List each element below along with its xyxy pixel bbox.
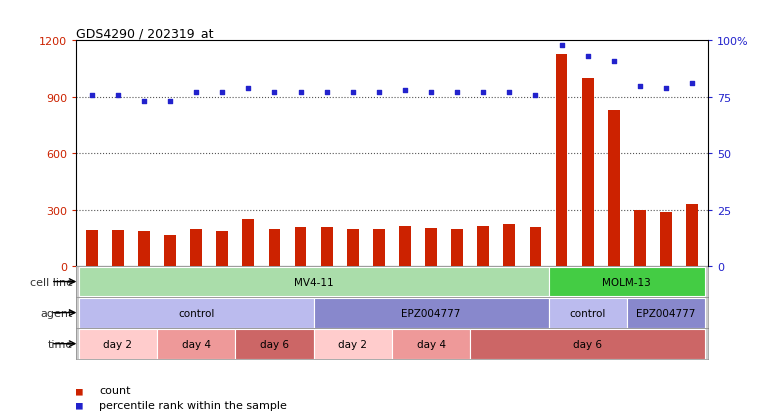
Bar	[164, 235, 176, 266]
Bar	[530, 227, 541, 266]
Bar	[634, 210, 646, 266]
Point	[164, 99, 176, 105]
Bar	[392, 329, 470, 358]
Bar	[243, 219, 254, 266]
Point	[112, 92, 124, 99]
Bar	[78, 329, 157, 358]
Point	[399, 88, 411, 94]
Bar	[190, 230, 202, 266]
Point	[190, 90, 202, 96]
Text: day 6: day 6	[260, 339, 289, 349]
Bar	[549, 298, 627, 328]
Bar	[477, 226, 489, 266]
Point	[347, 90, 359, 96]
Point	[556, 43, 568, 49]
Point	[608, 58, 620, 65]
Bar	[112, 231, 124, 266]
Text: MOLM-13: MOLM-13	[603, 277, 651, 287]
Bar	[399, 226, 411, 266]
Point	[373, 90, 385, 96]
Text: percentile rank within the sample: percentile rank within the sample	[99, 400, 287, 410]
Bar	[314, 298, 549, 328]
Text: control: control	[569, 308, 606, 318]
Text: MV4-11: MV4-11	[294, 277, 333, 287]
Bar	[549, 267, 705, 297]
Text: control: control	[178, 308, 215, 318]
Point	[320, 90, 333, 96]
Bar	[78, 298, 314, 328]
Point	[477, 90, 489, 96]
Text: agent: agent	[40, 308, 73, 318]
Bar	[235, 329, 314, 358]
Bar	[608, 111, 619, 266]
Text: EPZ004777: EPZ004777	[401, 308, 460, 318]
Bar	[216, 232, 228, 266]
Point	[686, 81, 698, 88]
Point	[242, 85, 254, 92]
Bar	[504, 224, 515, 266]
Text: GDS4290 / 202319_at: GDS4290 / 202319_at	[76, 27, 214, 40]
Point	[503, 90, 515, 96]
Point	[269, 90, 281, 96]
Bar	[314, 329, 392, 358]
Point	[660, 85, 672, 92]
Point	[581, 54, 594, 60]
Bar	[321, 228, 333, 266]
Point	[295, 90, 307, 96]
Text: count: count	[99, 385, 130, 395]
Point	[425, 90, 437, 96]
Text: day 6: day 6	[573, 339, 602, 349]
Bar	[138, 232, 150, 266]
Text: day 2: day 2	[338, 339, 368, 349]
Bar	[78, 267, 549, 297]
Bar	[347, 230, 358, 266]
Point	[86, 92, 98, 99]
Bar	[373, 230, 385, 266]
Bar	[686, 204, 698, 266]
Bar	[86, 231, 97, 266]
Bar	[582, 79, 594, 266]
Bar	[556, 55, 568, 266]
Bar	[295, 227, 307, 266]
Text: ■: ■	[76, 385, 83, 395]
Bar	[660, 213, 672, 266]
Point	[634, 83, 646, 90]
Text: time: time	[48, 339, 73, 349]
Text: cell line: cell line	[30, 277, 73, 287]
Point	[451, 90, 463, 96]
Point	[138, 99, 150, 105]
Text: day 4: day 4	[182, 339, 211, 349]
Text: ■: ■	[76, 400, 83, 410]
Point	[530, 92, 542, 99]
Point	[216, 90, 228, 96]
Bar	[627, 298, 705, 328]
Text: EPZ004777: EPZ004777	[636, 308, 696, 318]
Bar	[470, 329, 705, 358]
Text: day 2: day 2	[103, 339, 132, 349]
Bar	[451, 230, 463, 266]
Bar	[425, 229, 437, 266]
Text: day 4: day 4	[416, 339, 446, 349]
Bar	[157, 329, 235, 358]
Bar	[269, 230, 280, 266]
